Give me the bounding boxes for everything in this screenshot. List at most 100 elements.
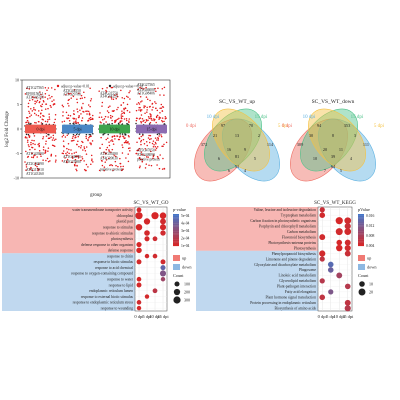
- venn-count: 21: [213, 133, 217, 138]
- volcano-point: [72, 117, 74, 119]
- venn-count: 39: [331, 154, 335, 159]
- volcano-point: [100, 136, 102, 139]
- volcano-point: [31, 152, 33, 154]
- volcano-point: [149, 113, 151, 115]
- gene-label: AT4G39030: [100, 156, 118, 160]
- volcano-point: [153, 144, 155, 146]
- volcano-point: [143, 88, 145, 90]
- volcano-point: [34, 109, 37, 111]
- bubble-point: [327, 261, 334, 268]
- volcano-point: [154, 87, 156, 90]
- volcano-point: [101, 101, 104, 104]
- volcano-point: [32, 156, 35, 159]
- volcano-point: [29, 168, 31, 170]
- group-label: 5 dpi: [73, 126, 82, 131]
- volcano-point: [129, 98, 131, 100]
- volcano-point: [41, 96, 44, 98]
- volcano-point: [51, 95, 53, 98]
- bubble-point: [160, 259, 166, 265]
- volcano-point: [157, 139, 160, 141]
- volcano-point: [137, 102, 140, 104]
- volcano-point: [122, 136, 125, 138]
- group-legend-label: up: [182, 256, 186, 261]
- volcano-point: [103, 169, 105, 172]
- gene-label: AT1G27565: [137, 83, 155, 87]
- volcano-point: [89, 100, 92, 102]
- volcano-point: [62, 150, 65, 152]
- volcano-point: [159, 154, 161, 156]
- gene-label: AT3G59290: [100, 152, 118, 156]
- volcano-point: [68, 92, 70, 95]
- volcano-point: [165, 117, 167, 119]
- venn-count: 10: [313, 156, 317, 161]
- volcano-point: [63, 120, 66, 122]
- volcano-point: [29, 99, 31, 102]
- volcano-point: [81, 97, 83, 99]
- gene-label: putative protein: [137, 157, 160, 161]
- volcano-point: [38, 110, 40, 112]
- volcano-point: [71, 137, 74, 139]
- venn-set-ellipse: [308, 108, 366, 172]
- volcano-point: [104, 115, 107, 118]
- term-label: Fatty acid elongation: [285, 290, 316, 294]
- volcano-point: [27, 155, 30, 158]
- volcano-point: [155, 115, 158, 118]
- volcano-point: [124, 107, 127, 110]
- volcano-point: [45, 103, 47, 105]
- volcano-point: [34, 164, 37, 167]
- color-legend-tick: 3e-04: [181, 229, 190, 233]
- volcano-point: [27, 144, 30, 146]
- volcano-point: [115, 155, 117, 158]
- colorbar-step: [358, 217, 364, 219]
- volcano-point: [61, 136, 64, 138]
- volcano-point: [45, 159, 47, 162]
- volcano-point: [110, 151, 112, 153]
- volcano-point: [24, 161, 26, 163]
- volcano-point: [100, 159, 103, 162]
- volcano-point: [76, 108, 78, 110]
- term-label: Plant-pathogen interaction: [277, 285, 316, 289]
- volcano-point: [123, 97, 126, 100]
- colorbar-step: [173, 218, 179, 221]
- volcano-point: [107, 106, 110, 109]
- venn-count: 30: [309, 133, 313, 138]
- volcano-point: [138, 133, 141, 135]
- venn-count: 70: [249, 123, 253, 128]
- volcano-point: [92, 132, 94, 135]
- volcano-point: [119, 135, 122, 137]
- bubble-point: [160, 277, 166, 282]
- size-legend-label: 300: [184, 298, 190, 303]
- volcano-point: [155, 107, 157, 110]
- bubble-point: [336, 244, 343, 252]
- volcano-point: [152, 140, 155, 142]
- volcano-point: [88, 117, 90, 120]
- volcano-point: [77, 155, 80, 157]
- volcano-point: [48, 118, 51, 120]
- term-label: photosynthesis: [111, 237, 133, 241]
- volcano-point: [136, 103, 138, 105]
- volcano-point: [163, 168, 166, 170]
- volcano-point: [81, 119, 83, 122]
- volcano-point: [74, 155, 77, 158]
- venn-set-label: 15 dpi: [255, 115, 268, 120]
- volcano-point: [123, 108, 125, 111]
- size-legend-title: Count: [358, 273, 369, 278]
- bubble-point: [143, 218, 151, 225]
- volcano-point: [161, 110, 164, 112]
- volcano-point: [41, 109, 43, 112]
- venn-count: 372: [201, 142, 207, 147]
- venn-set-ellipse: [212, 108, 270, 172]
- volcano-point: [123, 118, 126, 120]
- volcano-point: [146, 106, 148, 109]
- bubble-point: [136, 259, 142, 265]
- size-legend-label: 100: [184, 282, 190, 287]
- volcano-point: [66, 147, 68, 150]
- volcano-point: [128, 111, 131, 113]
- volcano-point: [34, 102, 36, 105]
- venn-set-label: 5 dpi: [374, 124, 385, 129]
- volcano-point: [128, 91, 130, 94]
- volcano-point: [46, 89, 48, 92]
- volcano-point: [111, 164, 114, 167]
- volcano-point: [139, 165, 141, 167]
- volcano-point: [116, 135, 119, 137]
